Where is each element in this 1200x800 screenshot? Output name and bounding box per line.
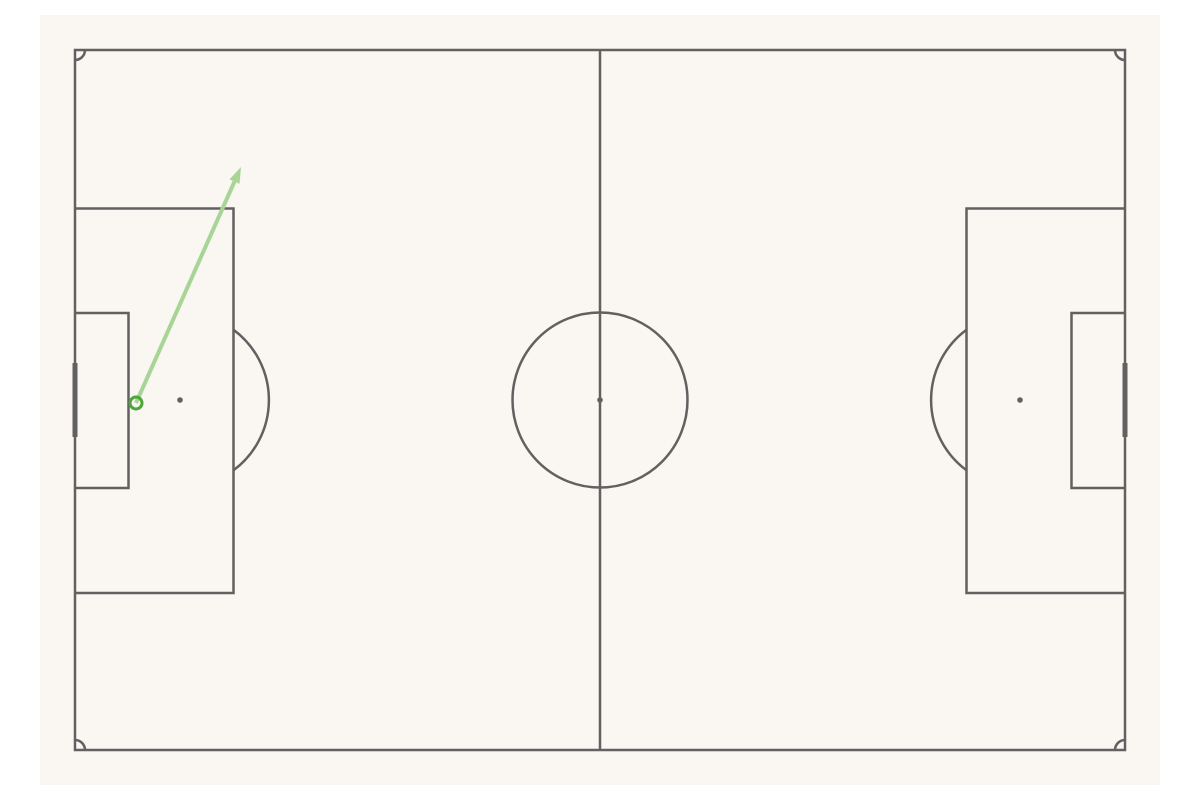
right-six-yard-box — [1070, 311, 1125, 490]
left-penalty-area — [75, 207, 235, 595]
centre-spot — [597, 397, 603, 403]
corner-arc-top-left — [74, 49, 87, 62]
left-penalty-spot — [177, 397, 183, 403]
pass-start-marker — [128, 395, 144, 411]
corner-arc-bottom-left — [74, 738, 87, 751]
right-penalty-arc — [929, 328, 968, 472]
corner-arc-top-right — [1113, 49, 1126, 62]
left-penalty-arc — [232, 328, 271, 472]
right-penalty-spot — [1017, 397, 1023, 403]
pass-arrow-head — [229, 167, 241, 184]
left-six-yard-box — [75, 311, 130, 490]
pass-arrow-shaft — [134, 180, 237, 404]
centre-circle — [511, 311, 689, 489]
right-penalty-area — [965, 207, 1125, 595]
corner-arc-bottom-right — [1113, 738, 1126, 751]
events-layer — [128, 167, 241, 411]
